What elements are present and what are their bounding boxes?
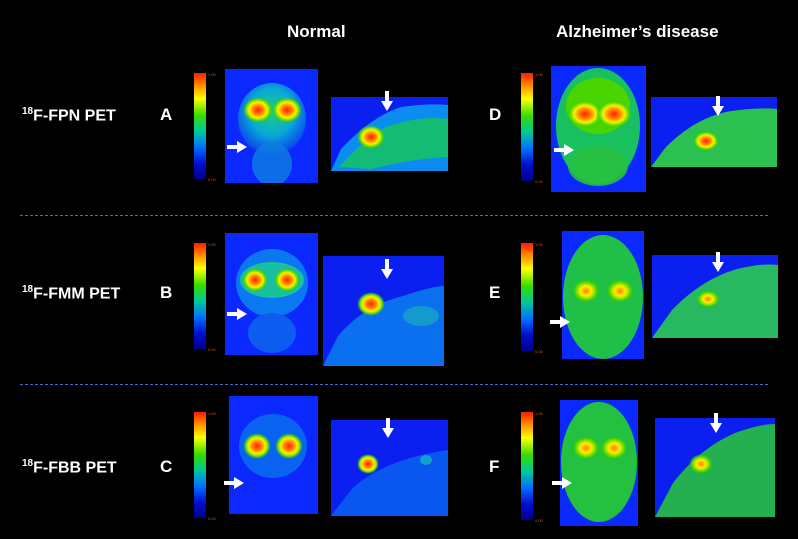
color-scale-bar-c xyxy=(194,412,206,518)
scale-max-label: 1.00 xyxy=(535,411,543,416)
pet-scan-coronal-ad-fbb xyxy=(560,400,638,526)
panel-letter-a: A xyxy=(160,105,173,124)
right-arrow-icon xyxy=(550,316,570,328)
down-arrow-icon xyxy=(710,413,722,433)
scale-min-label: 0.00 xyxy=(208,516,216,521)
panel-letter-c: C xyxy=(160,457,173,476)
down-arrow-icon xyxy=(381,91,393,111)
pet-scan-coronal-normal-fpn xyxy=(225,69,318,183)
pet-scan-sagittal-ad-fmm xyxy=(652,255,778,338)
header-alzheimers: Alzheimer’s disease xyxy=(556,22,719,41)
scale-min-label: 0.00 xyxy=(535,179,543,184)
pet-scan-coronal-normal-fbb xyxy=(229,396,318,514)
header-normal: Normal xyxy=(287,22,346,41)
pet-scan-sagittal-normal-fpn xyxy=(331,97,448,171)
right-arrow-icon xyxy=(227,308,247,320)
row-label-fbb: 18F-FBB PET xyxy=(22,458,117,477)
panel-letter-d: D xyxy=(489,105,502,124)
scale-min-label: 0.00 xyxy=(208,347,216,352)
pet-scan-sagittal-normal-fbb xyxy=(331,420,448,516)
pet-scan-sagittal-ad-fbb xyxy=(655,418,775,517)
panel-letter-e: E xyxy=(489,283,501,302)
color-scale-bar-f xyxy=(521,412,533,520)
panel-letter-f: F xyxy=(489,457,500,476)
pet-scan-coronal-ad-fpn xyxy=(551,66,646,192)
pet-scan-sagittal-normal-fmm xyxy=(323,256,444,366)
down-arrow-icon xyxy=(382,418,394,438)
color-scale-bar-d xyxy=(521,73,533,181)
scale-min-label: 0.00 xyxy=(208,177,216,182)
row-divider-2 xyxy=(20,384,768,385)
scale-max-label: 1.00 xyxy=(208,72,216,77)
color-scale-bar-b xyxy=(194,243,206,349)
scale-min-label: 0.00 xyxy=(535,349,543,354)
scale-max-label: 1.00 xyxy=(535,242,543,247)
row-label-fmm: 18F-FMM PET xyxy=(22,284,121,303)
scale-min-label: 0.00 xyxy=(535,518,543,523)
down-arrow-icon xyxy=(712,96,724,116)
color-scale-bar-a xyxy=(194,73,206,179)
down-arrow-icon xyxy=(712,252,724,272)
right-arrow-icon xyxy=(227,141,247,153)
row-divider-1 xyxy=(20,215,768,216)
down-arrow-icon xyxy=(381,259,393,279)
pet-scan-coronal-ad-fmm xyxy=(562,231,644,359)
scale-max-label: 1.00 xyxy=(208,411,216,416)
color-scale-bar-e xyxy=(521,243,533,351)
pet-scan-coronal-normal-fmm xyxy=(225,233,318,355)
right-arrow-icon xyxy=(552,477,572,489)
row-label-fpn: 18F-FPN PET xyxy=(22,106,116,125)
right-arrow-icon xyxy=(554,144,574,156)
panel-letter-b: B xyxy=(160,283,173,302)
right-arrow-icon xyxy=(224,477,244,489)
scale-max-label: 1.00 xyxy=(208,242,216,247)
scale-max-label: 1.00 xyxy=(535,72,543,77)
